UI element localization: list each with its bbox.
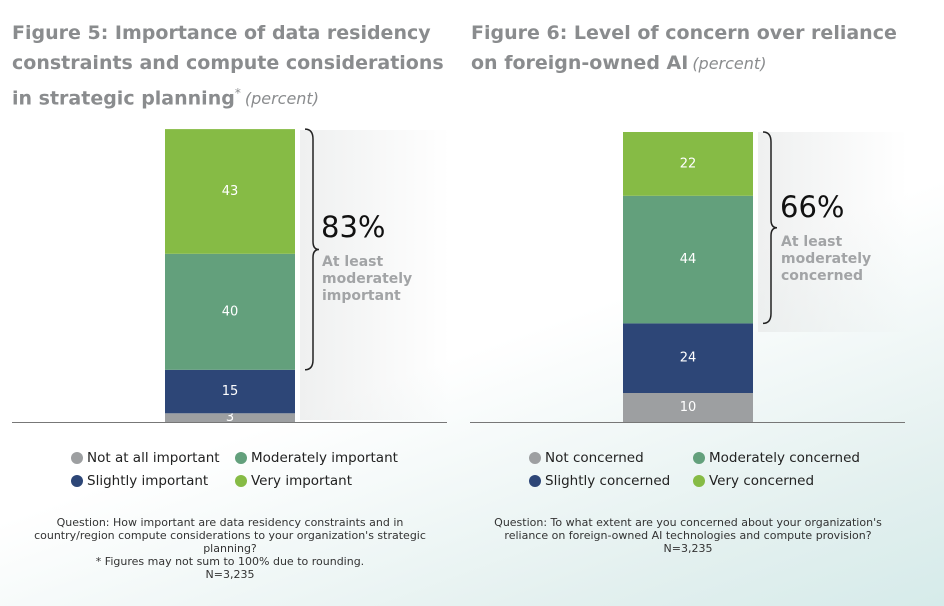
data-label: 22	[680, 156, 697, 171]
unit: (percent)	[244, 89, 319, 109]
callout-value: 66%	[780, 190, 845, 224]
callout-bracket	[762, 131, 778, 325]
legend-swatch	[71, 475, 83, 487]
bar-segment	[165, 253, 295, 370]
legend-swatch	[529, 475, 541, 487]
note: Question: How important are data residen…	[34, 516, 426, 555]
bar-segment	[623, 323, 753, 393]
legend-label: Very important	[251, 473, 352, 489]
title-text: Figure 6: Level of concern over reliance…	[471, 22, 897, 74]
title: Figure 5: Importance of data residency c…	[12, 18, 452, 114]
callout-text: At least moderately concerned	[781, 234, 872, 284]
shadow	[300, 130, 450, 420]
legend-swatch	[693, 452, 705, 464]
title-text: Figure 5: Importance of data residency c…	[12, 22, 444, 110]
legend-label: Slightly important	[87, 473, 208, 489]
note: Question: To what extent are you concern…	[494, 516, 882, 542]
legend-label: Moderately concerned	[709, 450, 860, 466]
note: N=3,235	[663, 542, 713, 555]
legend-label: Moderately important	[251, 450, 398, 466]
callout-text: At least moderately important	[322, 254, 413, 304]
bar-segment	[165, 413, 295, 422]
data-label: 3	[226, 410, 234, 425]
legend-swatch	[693, 475, 705, 487]
data-label: 15	[222, 384, 239, 399]
data-label: 43	[222, 184, 239, 199]
title-mark: *	[234, 86, 241, 100]
notes: Question: How important are data residen…	[20, 516, 440, 581]
legend-label: Slightly concerned	[545, 473, 670, 489]
legend-swatch	[529, 452, 541, 464]
bar-segment	[623, 132, 753, 196]
data-label: 40	[222, 304, 239, 319]
title: Figure 6: Level of concern over reliance…	[471, 18, 911, 79]
callout-bracket	[304, 128, 320, 371]
notes: Question: To what extent are you concern…	[472, 516, 904, 555]
data-label: 44	[680, 252, 697, 267]
bar-segment	[623, 195, 753, 324]
data-label: 24	[680, 351, 697, 366]
bar-segment	[165, 129, 295, 254]
unit: (percent)	[692, 54, 767, 73]
legend-label: Not concerned	[545, 450, 644, 466]
legend-label: Not at all important	[87, 450, 220, 466]
legend-swatch	[235, 452, 247, 464]
legend-label: Very concerned	[709, 473, 814, 489]
shadow	[758, 132, 908, 332]
callout-value: 83%	[321, 210, 386, 244]
note: N=3,235	[205, 568, 255, 581]
legend-swatch	[235, 475, 247, 487]
data-label: 10	[680, 400, 697, 415]
bar-segment	[165, 369, 295, 414]
bar-segment	[623, 393, 753, 422]
legend-swatch	[71, 452, 83, 464]
note: * Figures may not sum to 100% due to rou…	[95, 555, 365, 568]
